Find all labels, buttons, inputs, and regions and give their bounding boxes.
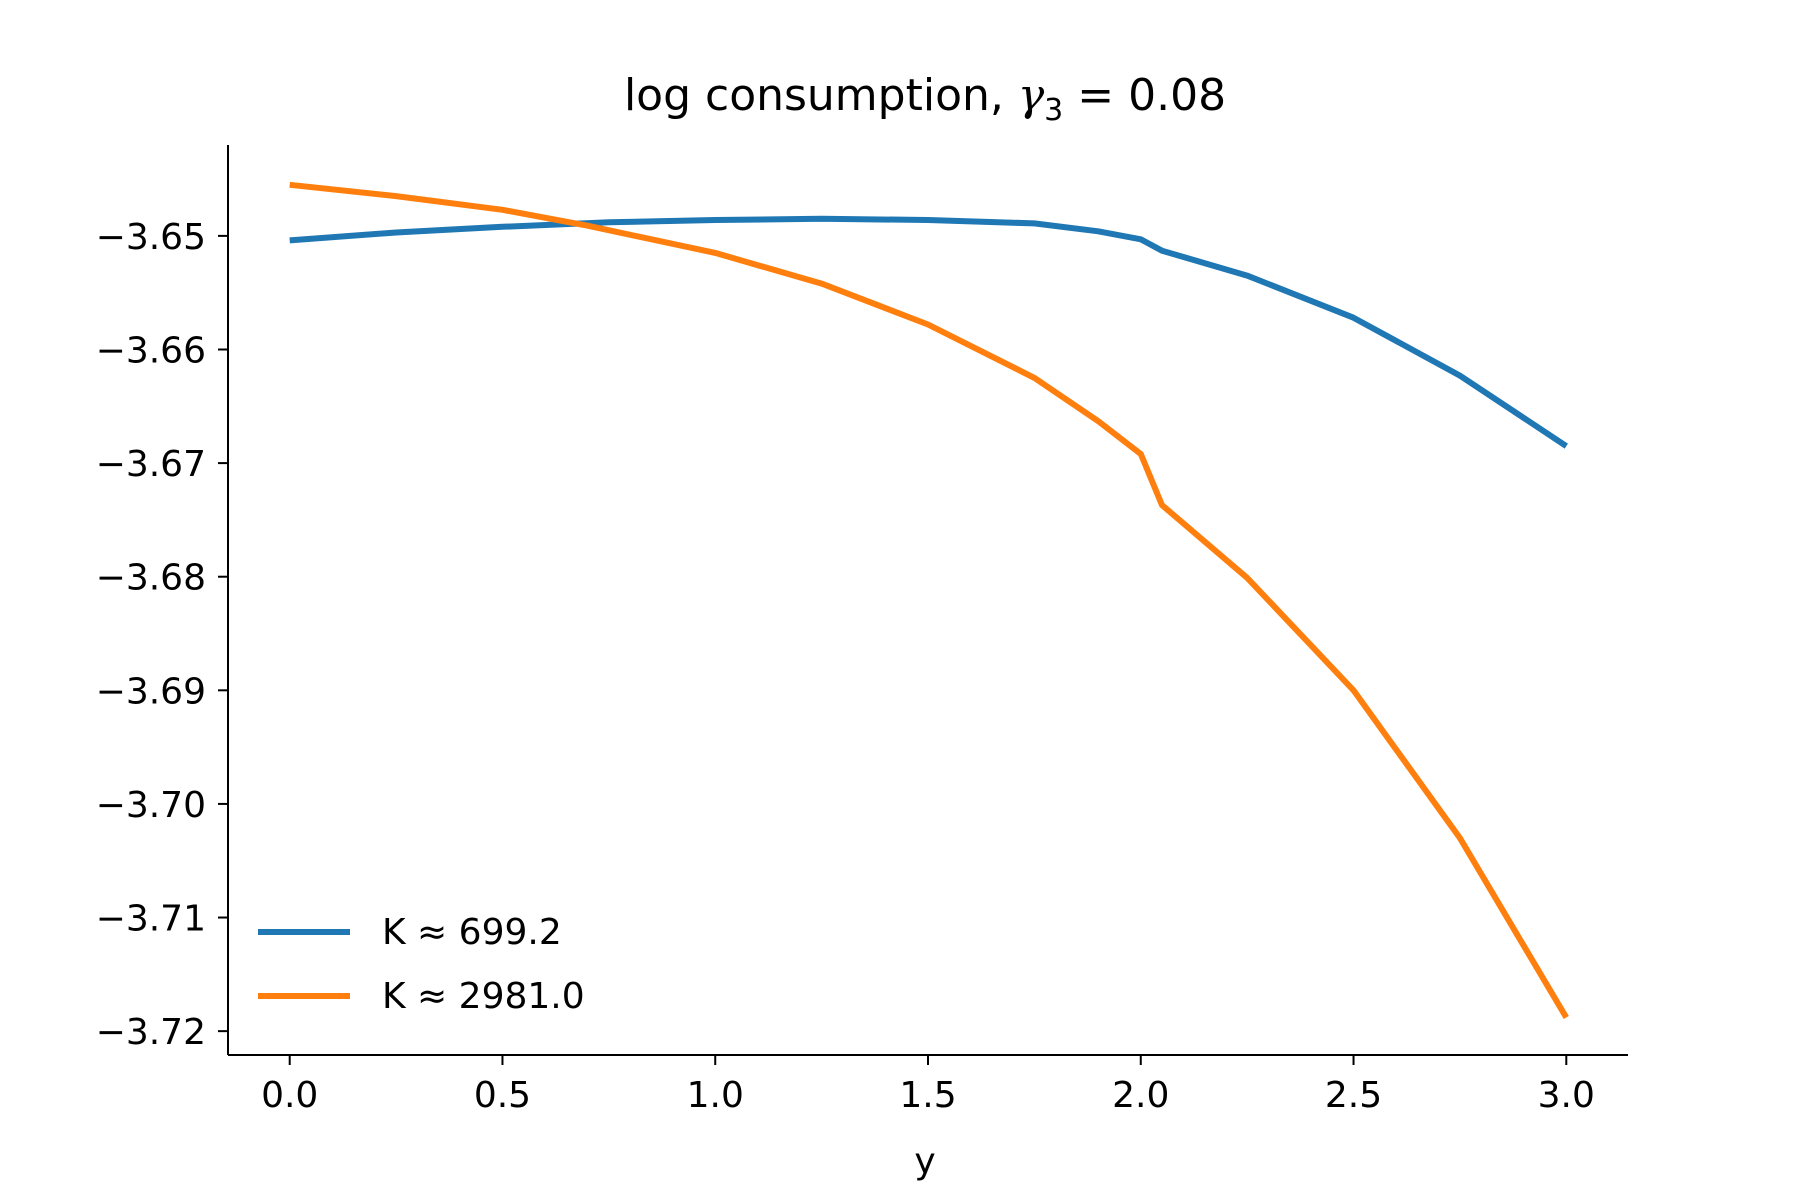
legend-swatch-2 (258, 993, 350, 999)
x-tick-label: 2.0 (1112, 1075, 1169, 1116)
title-prefix: log consumption, (623, 70, 1018, 121)
series-line-2 (289, 181, 1569, 1020)
legend: K ≈ 699.2 K ≈ 2981.0 (258, 900, 585, 1028)
x-tick-label: 0.5 (474, 1075, 531, 1116)
legend-label-2: K ≈ 2981.0 (382, 975, 585, 1017)
title-subscript: 3 (1044, 92, 1064, 128)
y-tick-label: −3.68 (96, 558, 206, 599)
x-tick-label: 3.0 (1538, 1075, 1595, 1116)
x-tick-label: 1.5 (899, 1075, 956, 1116)
series-line-1 (289, 215, 1568, 449)
title-symbol: γ (1017, 70, 1045, 121)
y-axis-ticks: −3.65 −3.66 −3.67 −3.68 −3.69 −3.70 −3.71 −3.72 (96, 217, 228, 1053)
legend-label-1: K ≈ 699.2 (382, 911, 562, 953)
x-tick-label: 0.0 (261, 1075, 318, 1116)
legend-swatch-1 (258, 929, 350, 935)
title-suffix: = 0.08 (1063, 70, 1227, 121)
y-tick-label: −3.70 (96, 785, 206, 826)
y-tick-label: −3.65 (96, 217, 206, 258)
y-tick-label: −3.71 (96, 899, 206, 940)
y-tick-label: −3.72 (96, 1012, 206, 1053)
y-tick-label: −3.69 (96, 671, 206, 712)
x-tick-label: 1.0 (687, 1075, 744, 1116)
series-lines (289, 181, 1569, 1020)
x-axis-label: y (914, 1141, 935, 1182)
chart-title: log consumption, γ3 = 0.08 (0, 70, 1800, 128)
legend-item-1: K ≈ 699.2 (258, 900, 585, 964)
y-tick-label: −3.66 (96, 330, 206, 371)
x-tick-label: 2.5 (1325, 1075, 1382, 1116)
legend-item-2: K ≈ 2981.0 (258, 964, 585, 1028)
x-axis-ticks: 0.0 0.5 1.0 1.5 2.0 2.5 3.0 (261, 1055, 1595, 1116)
y-tick-label: −3.67 (96, 444, 206, 485)
